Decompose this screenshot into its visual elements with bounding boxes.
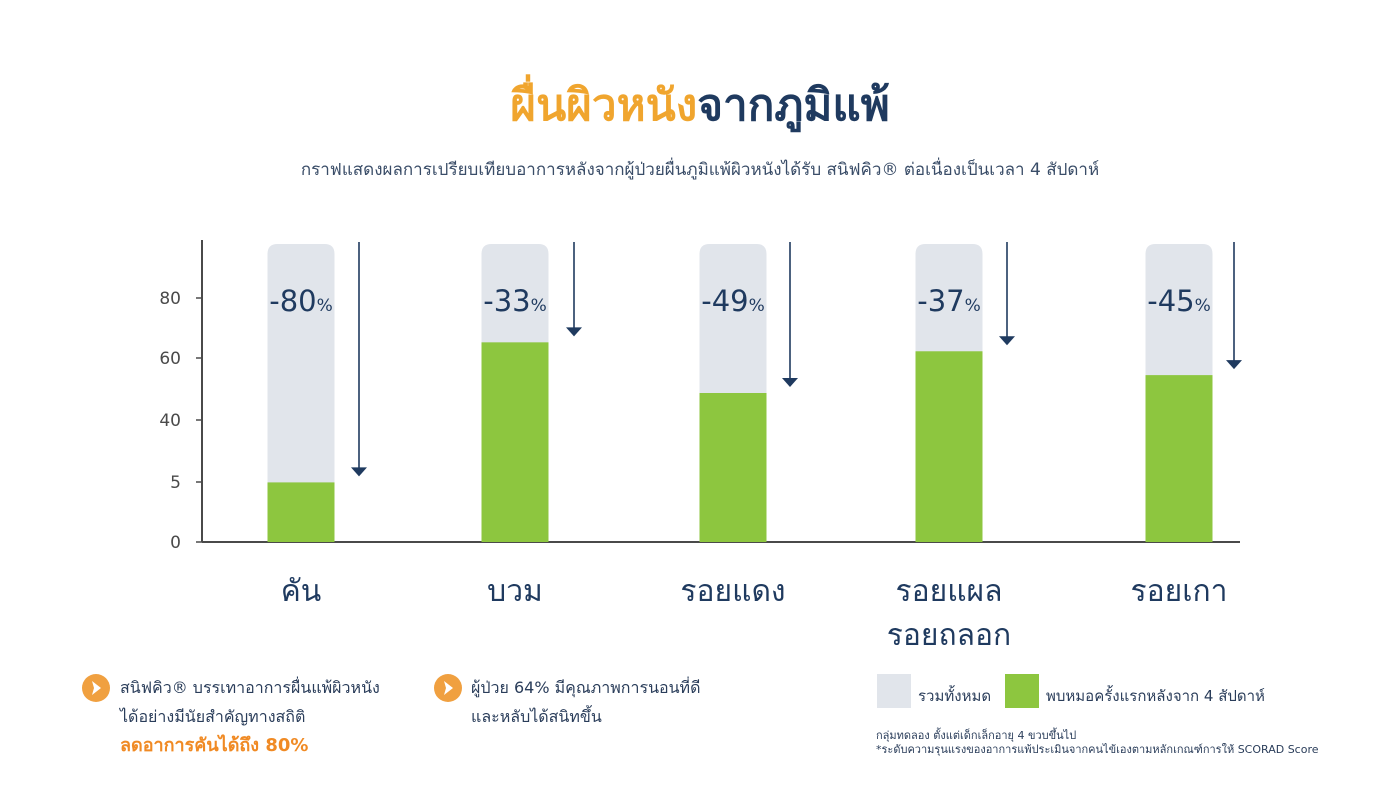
reduction-label: -45% [1147, 284, 1211, 318]
category-label: บวม [487, 574, 543, 609]
y-tick-label: 60 [159, 349, 181, 369]
bar-total [267, 244, 335, 542]
note-1-highlight: ลดอาการคันได้ถึง 80% [120, 735, 309, 756]
arrow-head [782, 378, 798, 387]
note-1-line2: ได้อย่างมีนัยสำคัญทางสถิติ [120, 707, 306, 726]
reduction-label: -33% [483, 284, 547, 318]
bar-after [481, 342, 549, 542]
page-title: ผื่นผิวหนังจากภูมิแพ้ [0, 78, 1400, 134]
y-tick-label: 40 [159, 411, 181, 431]
category-label: รอยแผลรอยถลอก [887, 574, 1011, 653]
category-label: คัน [281, 574, 322, 609]
note-1: สนิฟคิว® บรรเทาอาการผื่นแพ้ผิวหนัง ได้อย… [120, 673, 380, 760]
title-part1: ผื่นผิวหนัง [510, 80, 698, 131]
reduction-label: -80% [269, 284, 333, 318]
reduction-label: -37% [917, 284, 981, 318]
title-part2: จากภูมิแพ้ [697, 80, 890, 131]
legend-label-total: รวมทั้งหมด [918, 687, 992, 705]
bar-after [699, 393, 767, 542]
y-tick-label: 5 [170, 473, 181, 493]
bar-after [1145, 375, 1213, 542]
legend-label-after: พบหมอครั้งแรกหลังจาก 4 สัปดาห์ [1046, 687, 1265, 705]
bar-after [267, 482, 335, 542]
y-tick-label: 0 [170, 533, 181, 553]
legend-swatch-after [1005, 674, 1039, 708]
bar-chart: 0 5 40 60 80 -80% คัน -33% บวม -49% รอยแดง -37% รอยแ… [159, 240, 1242, 653]
y-tick-label: 80 [159, 289, 181, 309]
reduction-label: -49% [701, 284, 765, 318]
arrow-head [566, 327, 582, 337]
note-2-line2: และหลับได้สนิทขึ้น [471, 707, 602, 726]
note-2: ผู้ป่วย 64% มีคุณภาพการนอนที่ดี และหลับไ… [471, 673, 700, 731]
chevron-right-icon [82, 674, 110, 702]
bar-after [915, 351, 983, 542]
legend-swatch-total [877, 674, 911, 708]
footnote-2: *ระดับความรุนแรงของอาการแพ้ประเมินจากคนไ… [876, 743, 1319, 756]
arrow-head [351, 467, 367, 477]
arrow-head [999, 336, 1015, 346]
note-1-line1: สนิฟคิว® บรรเทาอาการผื่นแพ้ผิวหนัง [120, 678, 380, 697]
footnote-1: กลุ่มทดลอง ตั้งแต่เด็กเล็กอายุ 4 ขวบขึ้น… [876, 729, 1077, 742]
category-label: รอยแดง [680, 574, 785, 609]
category-label: รอยเกา [1131, 574, 1228, 609]
arrow-head [1226, 360, 1242, 370]
subtitle: กราฟแสดงผลการเปรียบเทียบอาการหลังจากผู้ป… [300, 160, 1100, 180]
chevron-right-icon [434, 674, 462, 702]
note-2-line1: ผู้ป่วย 64% มีคุณภาพการนอนที่ดี [471, 678, 701, 697]
